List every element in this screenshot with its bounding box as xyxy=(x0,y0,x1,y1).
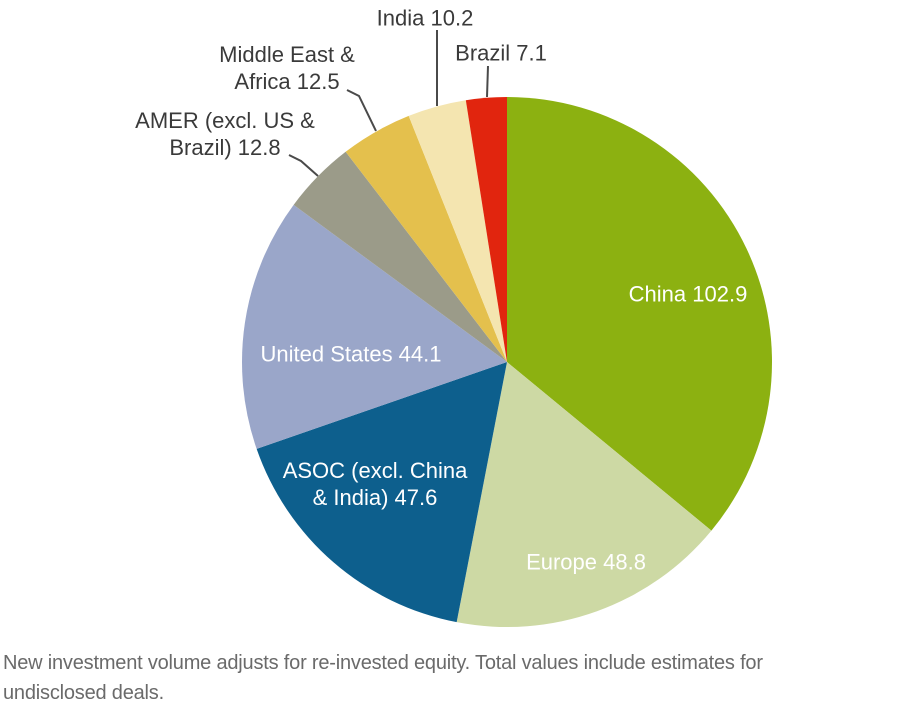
slice-label-line: ASOC (excl. China xyxy=(282,458,468,483)
slice-label-europe: Europe 48.8 xyxy=(526,549,646,576)
pie-slice-asoc xyxy=(256,362,507,623)
pie-slice-india xyxy=(408,100,507,362)
slice-label-brazil: Brazil 7.1 xyxy=(455,40,547,67)
slice-label-line: Brazil 7.1 xyxy=(455,40,547,66)
slice-label-line: United States 44.1 xyxy=(260,341,442,367)
slice-label-line: India 10.2 xyxy=(376,5,474,31)
pie-slice-mea xyxy=(345,115,507,362)
pie-slice-europe xyxy=(456,362,712,627)
slice-label-line: Brazil) 12.8 xyxy=(169,135,281,160)
footnote: New investment volume adjusts for re-inv… xyxy=(3,648,763,706)
pie-slice-brazil xyxy=(465,97,507,362)
slice-label-line: & India) 47.6 xyxy=(312,485,438,510)
slice-label-line: China 102.9 xyxy=(628,281,748,307)
leader-line-mea xyxy=(346,89,377,132)
slice-label-mea: Middle East & Africa 12.5 xyxy=(219,41,355,95)
footnote-line: undisclosed deals. xyxy=(3,682,164,704)
slice-label-amer: AMER (excl. US & Brazil) 12.8 xyxy=(135,107,315,161)
pie-slice-united-states xyxy=(242,204,508,449)
pie-slice-amer xyxy=(293,151,507,362)
pie-slice-china xyxy=(507,97,773,531)
slice-label-china: China 102.9 xyxy=(629,281,748,308)
footnote-line: New investment volume adjusts for re-inv… xyxy=(3,652,763,674)
slice-label-united-states: United States 44.1 xyxy=(260,341,441,368)
slice-label-asoc: ASOC (excl. China & India) 47.6 xyxy=(283,457,468,511)
leader-line-amer xyxy=(288,154,319,177)
slice-label-line: Africa 12.5 xyxy=(234,69,340,94)
slice-label-line: AMER (excl. US & xyxy=(135,108,315,133)
leader-line-brazil xyxy=(486,65,489,98)
slice-label-line: Middle East & xyxy=(219,42,355,67)
slice-label-india: India 10.2 xyxy=(377,5,474,32)
slice-label-line: Europe 48.8 xyxy=(526,549,646,575)
